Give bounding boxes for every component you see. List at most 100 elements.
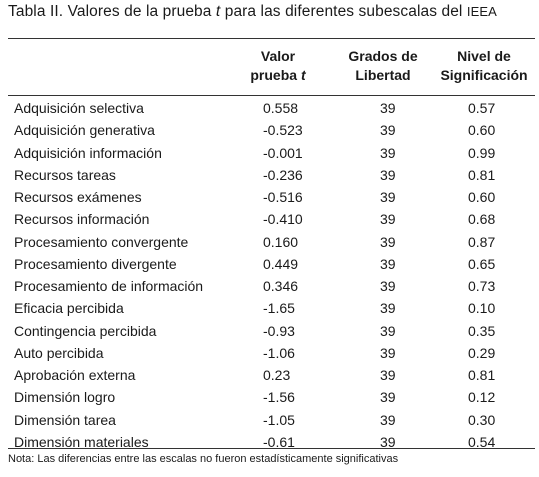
row-degrees-freedom: 39 <box>380 189 396 205</box>
row-degrees-freedom: 39 <box>380 411 396 428</box>
row-label: Dimensión tarea <box>14 411 116 428</box>
row-significance: 0.35 <box>468 322 496 339</box>
row-label: Aprobación externa <box>14 367 136 383</box>
results-table: Valor prueba t Grados de Libertad Nivel … <box>8 38 535 452</box>
row-t-value: -1.65 <box>263 300 295 317</box>
row-label: Procesamiento convergente <box>14 233 189 250</box>
row-t-value: 0.23 <box>263 367 291 383</box>
table-row: Adquisición generativa -0.523 39 0.60 <box>8 118 535 140</box>
table-row: Recursos tareas -0.236 39 0.81 <box>8 163 535 185</box>
row-t-value: -0.93 <box>263 322 295 339</box>
row-t-value: -1.05 <box>263 411 295 428</box>
row-significance: 0.81 <box>468 367 496 383</box>
caption-middle: para las diferentes subescalas del <box>220 3 467 20</box>
header-nivel-significacion: Nivel de Significación <box>433 47 535 85</box>
table-row: Procesamiento convergente 0.160 39 0.87 <box>8 230 535 252</box>
row-significance: 0.10 <box>468 300 496 317</box>
row-t-value: -1.56 <box>263 389 295 406</box>
row-label: Recursos tareas <box>14 166 116 183</box>
table-bottom-rule <box>8 448 535 449</box>
table-row: Contingencia percibida -0.93 39 0.35 <box>8 319 535 341</box>
header-col2-line1: Grados de <box>348 48 418 64</box>
row-degrees-freedom: 39 <box>380 144 396 161</box>
header-col1-t: t <box>300 67 306 83</box>
row-significance: 0.29 <box>468 344 496 361</box>
row-t-value: -0.410 <box>263 211 303 228</box>
row-label: Eficacia percibida <box>14 300 124 317</box>
row-degrees-freedom: 39 <box>380 122 396 139</box>
row-t-value: -0.236 <box>263 166 303 183</box>
row-degrees-freedom: 39 <box>380 433 396 450</box>
row-label: Adquisición selectiva <box>14 100 144 116</box>
row-label: Recursos exámenes <box>14 189 142 205</box>
table-row: Recursos exámenes -0.516 39 0.60 <box>8 185 535 207</box>
row-degrees-freedom: 39 <box>380 322 396 339</box>
table-note: Nota: Las diferencias entre las escalas … <box>8 453 399 465</box>
row-t-value: -0.61 <box>263 433 295 450</box>
row-significance: 0.57 <box>468 100 496 116</box>
header-col1-line1: Valor <box>260 48 296 64</box>
row-significance: 0.87 <box>468 233 496 250</box>
caption-prefix: Tabla II. Valores de la prueba <box>8 3 216 20</box>
row-degrees-freedom: 39 <box>380 389 396 406</box>
caption-suffix: IEEA <box>466 4 497 19</box>
row-t-value: 0.558 <box>263 100 299 116</box>
row-label: Contingencia percibida <box>14 322 157 339</box>
table-row: Dimensión tarea -1.05 39 0.30 <box>8 408 535 430</box>
row-significance: 0.73 <box>468 278 496 294</box>
row-degrees-freedom: 39 <box>380 367 396 383</box>
header-col3-line1: Nivel de <box>457 48 511 64</box>
header-col1-line2-prefix: prueba <box>250 67 301 83</box>
table-row: Procesamiento de información 0.346 39 0.73 <box>8 274 535 296</box>
table-row: Dimensión logro -1.56 39 0.12 <box>8 385 535 407</box>
header-valor-prueba-t: Valor prueba t <box>228 47 328 85</box>
row-degrees-freedom: 39 <box>380 233 396 250</box>
row-significance: 0.60 <box>468 122 496 139</box>
row-label: Adquisición generativa <box>14 122 155 139</box>
table-row: Aprobación externa 0.23 39 0.81 <box>8 363 535 385</box>
row-significance: 0.68 <box>468 211 496 228</box>
row-t-value: 0.449 <box>263 255 299 272</box>
header-grados-libertad: Grados de Libertad <box>338 47 428 85</box>
row-significance: 0.60 <box>468 189 496 205</box>
header-col3-line2: Significación <box>440 67 528 83</box>
table-caption: Tabla II. Valores de la prueba t para la… <box>8 3 497 21</box>
row-degrees-freedom: 39 <box>380 300 396 317</box>
row-label: Dimensión logro <box>14 389 116 406</box>
row-degrees-freedom: 39 <box>380 255 396 272</box>
table-header: Valor prueba t Grados de Libertad Nivel … <box>8 39 535 96</box>
row-degrees-freedom: 39 <box>380 211 396 228</box>
row-t-value: 0.346 <box>263 278 299 294</box>
table-row: Adquisición selectiva 0.558 39 0.57 <box>8 96 535 118</box>
row-significance: 0.54 <box>468 433 496 450</box>
row-significance: 0.12 <box>468 389 496 406</box>
table-row: Eficacia percibida -1.65 39 0.10 <box>8 296 535 318</box>
table-row: Auto percibida -1.06 39 0.29 <box>8 341 535 363</box>
row-degrees-freedom: 39 <box>380 100 396 116</box>
row-t-value: -0.516 <box>263 189 303 205</box>
row-degrees-freedom: 39 <box>380 344 396 361</box>
row-t-value: -0.523 <box>263 122 303 139</box>
row-degrees-freedom: 39 <box>380 166 396 183</box>
row-significance: 0.30 <box>468 411 496 428</box>
header-col1-line2: prueba t <box>228 66 328 85</box>
row-degrees-freedom: 39 <box>380 278 396 294</box>
table-row: Dimensión materiales -0.61 39 0.54 <box>8 430 535 452</box>
row-significance: 0.99 <box>468 144 496 161</box>
row-significance: 0.81 <box>468 166 496 183</box>
row-label: Procesamiento de información <box>14 278 204 294</box>
row-label: Adquisición información <box>14 144 162 161</box>
row-label: Recursos información <box>14 211 150 228</box>
row-t-value: -1.06 <box>263 344 295 361</box>
table-row: Recursos información -0.410 39 0.68 <box>8 207 535 229</box>
caption-t: t <box>215 3 221 20</box>
table-row: Adquisición información -0.001 39 0.99 <box>8 141 535 163</box>
row-label: Procesamiento divergente <box>14 255 177 272</box>
header-col2-line2: Libertad <box>355 67 411 83</box>
table-row: Procesamiento divergente 0.449 39 0.65 <box>8 252 535 274</box>
row-t-value: -0.001 <box>263 144 303 161</box>
row-label: Auto percibida <box>14 344 104 361</box>
row-significance: 0.65 <box>468 255 496 272</box>
table-body: Adquisición selectiva 0.558 39 0.57 Adquisic… <box>8 96 535 452</box>
row-t-value: 0.160 <box>263 233 299 250</box>
